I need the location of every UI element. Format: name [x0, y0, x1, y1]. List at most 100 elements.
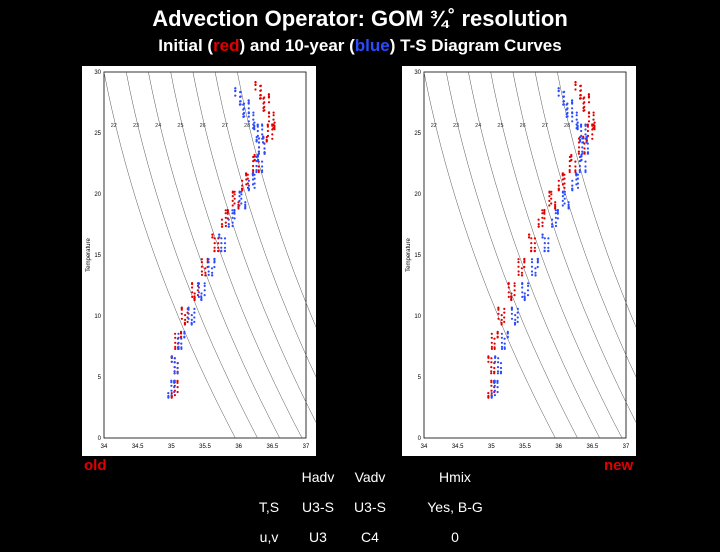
- data-point: [592, 127, 595, 130]
- data-point: [493, 370, 496, 373]
- data-point: [263, 105, 266, 108]
- table-cell: u,v: [259, 529, 279, 545]
- data-point: [190, 318, 193, 321]
- data-point: [490, 332, 493, 335]
- ts-diagram-new: 22 23 24 25 26 27 28 34 34.5 35 35.5 36 36.5 37 0 5 10 15…: [402, 66, 636, 456]
- y-tick-label: 20: [94, 192, 101, 198]
- data-point: [554, 209, 557, 212]
- data-point: [255, 170, 258, 174]
- data-point: [257, 150, 260, 153]
- data-point: [493, 394, 496, 397]
- data-point: [203, 294, 206, 297]
- data-point: [211, 271, 214, 274]
- data-point: [184, 318, 187, 321]
- data-point: [263, 151, 266, 154]
- data-point: [523, 257, 526, 260]
- data-point: [261, 123, 264, 126]
- data-point: [543, 212, 546, 215]
- data-point: [183, 323, 186, 326]
- data-point: [183, 321, 186, 324]
- data-point: [266, 123, 269, 126]
- isopycnal-label: 28: [564, 123, 570, 129]
- data-point: [494, 356, 497, 359]
- data-point: [233, 193, 236, 196]
- data-point: [503, 311, 506, 314]
- data-point: [563, 190, 566, 193]
- data-point: [190, 314, 193, 317]
- data-point: [579, 94, 582, 97]
- x-tick-label: 36.5: [586, 444, 598, 450]
- data-point: [252, 118, 255, 121]
- data-point: [506, 330, 509, 333]
- data-point: [586, 125, 589, 128]
- data-point: [583, 109, 586, 112]
- data-point: [224, 216, 227, 219]
- data-point: [561, 204, 564, 207]
- data-point: [191, 295, 194, 298]
- data-point: [247, 107, 250, 110]
- table-header-cell: Vadv: [354, 469, 386, 485]
- table-header-cell: Hadv: [301, 469, 335, 485]
- data-point: [200, 298, 203, 302]
- data-point: [517, 273, 520, 276]
- data-point: [496, 332, 499, 335]
- data-point: [257, 169, 260, 172]
- data-point: [510, 292, 513, 295]
- data-point: [243, 111, 246, 115]
- data-point: [231, 224, 234, 228]
- data-point: [584, 160, 587, 163]
- data-point: [533, 242, 536, 245]
- data-point: [213, 246, 216, 249]
- data-point: [530, 261, 534, 264]
- data-point: [217, 242, 220, 245]
- data-point: [584, 169, 587, 172]
- data-point: [580, 125, 583, 128]
- data-point: [231, 216, 234, 219]
- data-point: [227, 218, 230, 221]
- isopycnal-label: 24: [155, 123, 161, 129]
- data-point: [570, 155, 573, 158]
- data-point: [587, 115, 591, 118]
- data-point: [527, 236, 531, 239]
- data-point: [197, 295, 200, 298]
- data-point: [180, 306, 183, 309]
- data-point: [567, 203, 570, 206]
- data-point: [176, 380, 179, 383]
- data-point: [193, 298, 196, 302]
- data-point: [187, 317, 190, 320]
- x-tick-label: 36: [555, 444, 562, 450]
- data-point: [173, 394, 176, 397]
- data-point: [556, 217, 559, 220]
- data-point: [272, 123, 275, 126]
- data-point: [490, 392, 493, 395]
- ts-diagram-new-svg: 22 23 24 25 26 27 28 34 34.5 35 35.5 36 36.5 37 0 5 10 15…: [406, 70, 636, 450]
- data-point: [575, 118, 578, 121]
- data-point: [174, 347, 177, 350]
- data-point: [571, 101, 574, 104]
- data-point: [255, 138, 258, 141]
- data-point: [254, 83, 257, 87]
- data-point: [233, 217, 236, 220]
- data-point: [493, 389, 496, 392]
- data-point: [490, 389, 493, 392]
- data-point: [579, 89, 582, 92]
- data-point: [543, 242, 546, 245]
- data-point: [240, 190, 243, 193]
- data-point: [170, 381, 173, 384]
- data-point: [571, 111, 574, 114]
- x-tick-label: 37: [623, 444, 630, 450]
- data-point: [556, 212, 559, 215]
- data-point: [233, 212, 236, 215]
- data-point: [571, 179, 574, 182]
- data-point: [261, 133, 264, 136]
- plot-frame: [423, 71, 627, 439]
- data-point: [576, 182, 580, 185]
- data-point: [527, 282, 530, 285]
- data-point: [273, 121, 276, 124]
- slide-subtitle: Initial (red) and 10-year (blue) T-S Dia…: [0, 36, 720, 56]
- data-point: [490, 341, 493, 344]
- data-point: [517, 258, 520, 261]
- table-cell: T,S: [258, 499, 280, 515]
- data-point: [521, 295, 524, 298]
- data-point: [536, 260, 539, 263]
